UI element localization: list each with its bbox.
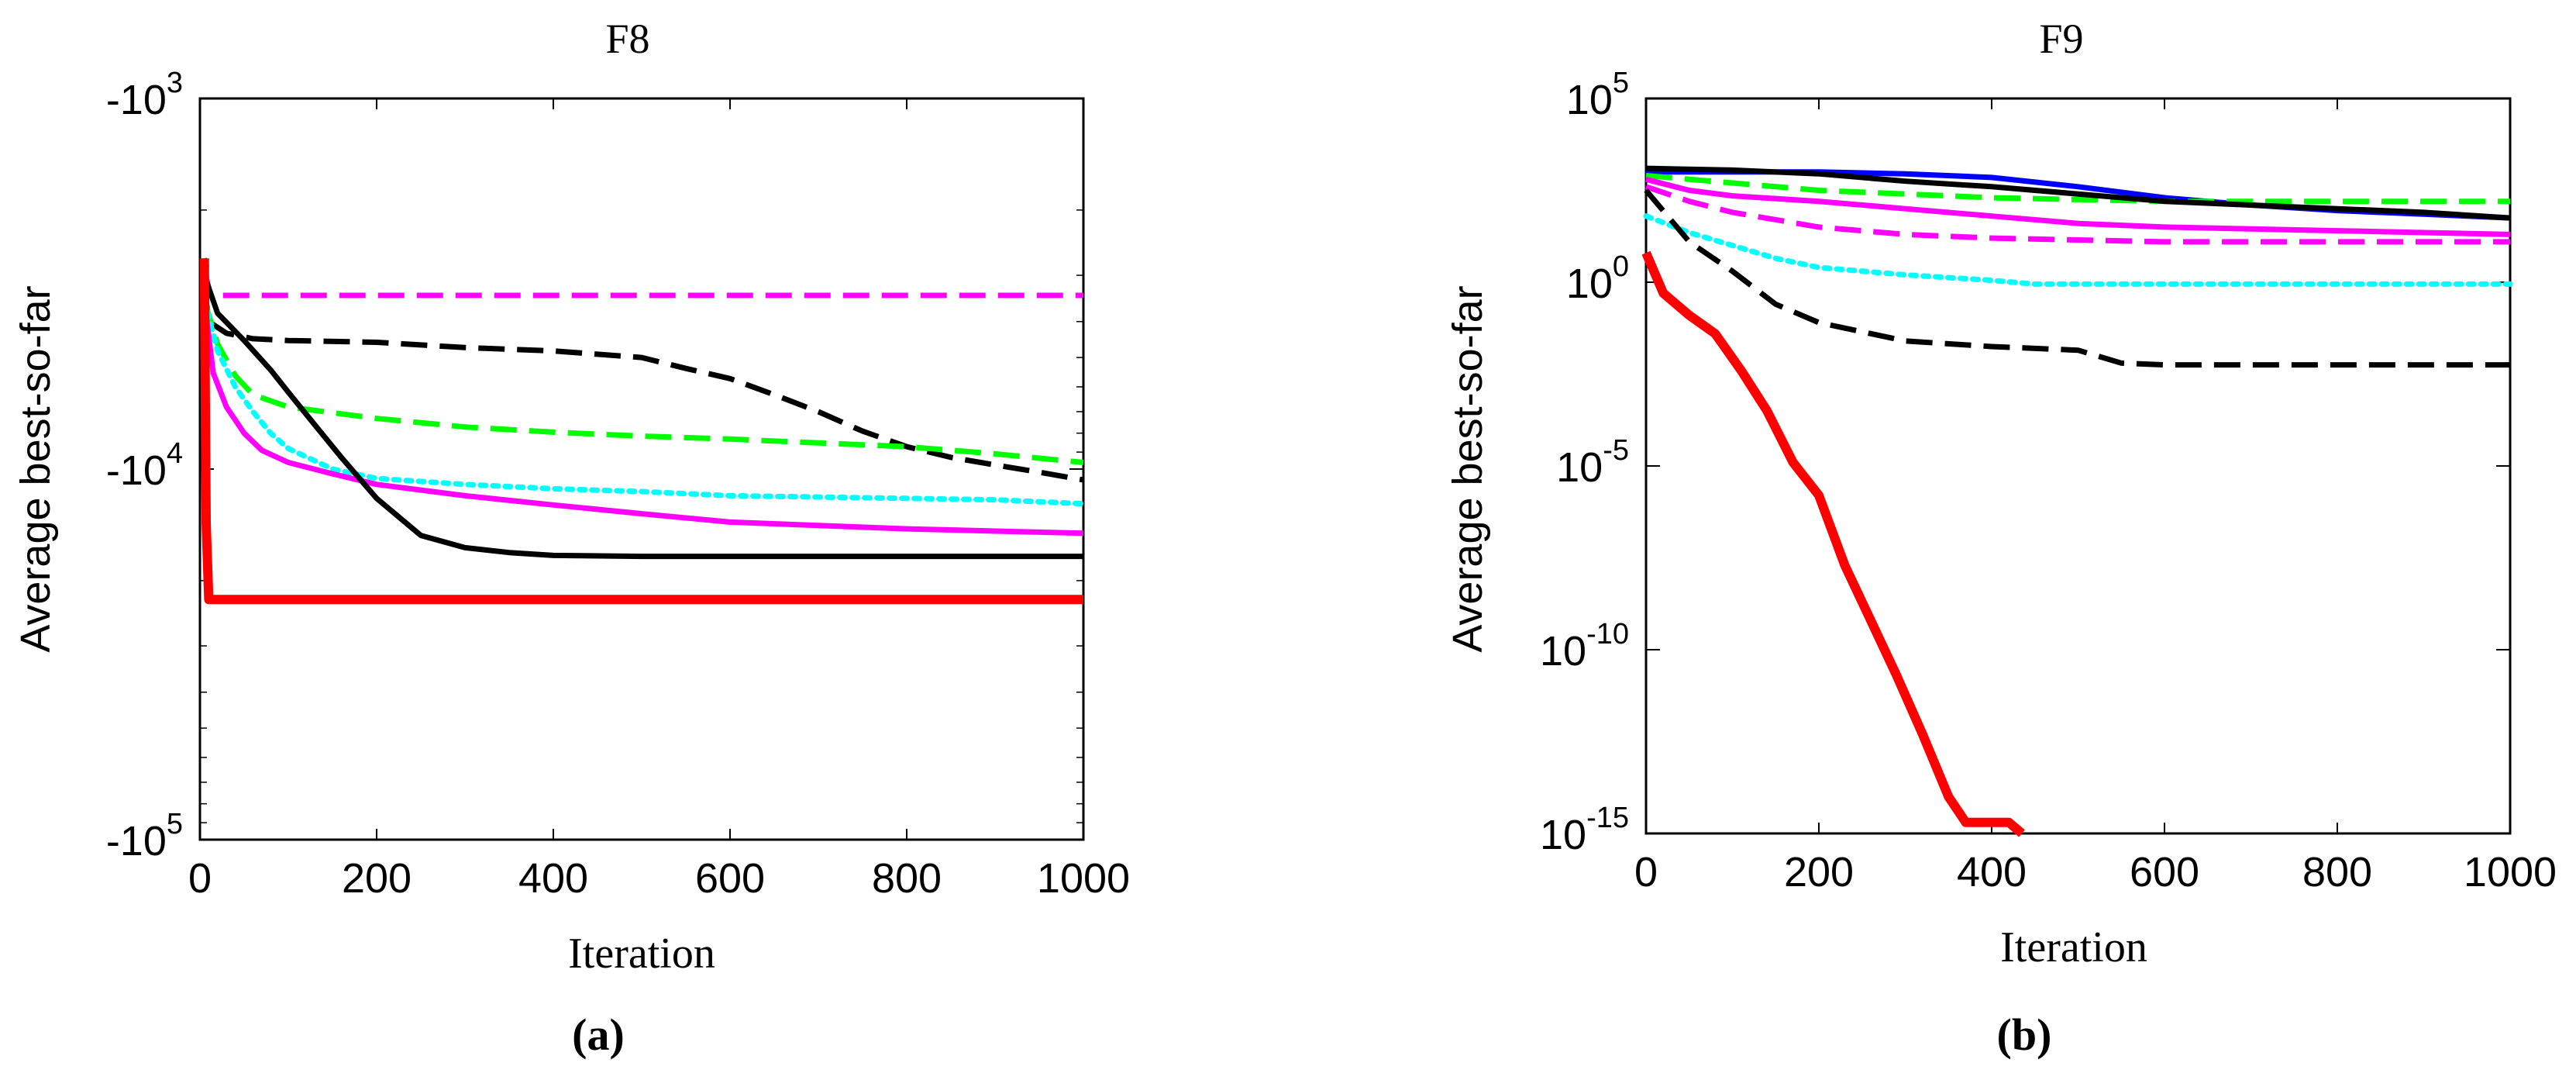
y-tick-label: -103 [106, 67, 183, 123]
y-tick-label-base: 10 [1540, 812, 1586, 858]
y-tick-labels-f8: -103-104-105 [106, 67, 183, 864]
x-tick-label: 200 [342, 855, 412, 902]
x-tick-label: 0 [1634, 849, 1658, 895]
y-tick-label-exponent: 0 [1613, 250, 1629, 283]
x-tick-label: 800 [2302, 849, 2372, 895]
x-tick-label: 600 [695, 855, 765, 902]
x-tick-label: 0 [188, 855, 212, 902]
series-line-red-solid [199, 258, 1083, 605]
chart-title-f8: F8 [605, 16, 649, 62]
y-axis-label-f9: Average best-so-far [1445, 285, 1491, 652]
series-line-magenta-dashed [1644, 184, 2510, 245]
y-tick-label: -105 [106, 808, 183, 864]
x-tick-label: 1000 [2464, 849, 2557, 895]
series-line-green-dashed [1645, 173, 2510, 205]
series-line-black-solid [201, 274, 1083, 560]
y-tick-label: 10-15 [1540, 802, 1629, 858]
y-tick-label-base: -10 [106, 77, 167, 123]
x-tick-label: 600 [2130, 849, 2199, 895]
y-tick-label-base: -10 [106, 447, 167, 494]
y-tick-label-exponent: -15 [1586, 802, 1629, 834]
y-tick-label-base: 10 [1556, 444, 1603, 491]
series-line-green-dashed [201, 299, 1084, 465]
x-tick-labels-f8: 0 200 400 600 800 1000 [188, 855, 1130, 902]
y-tick-label-base: 10 [1540, 628, 1586, 675]
y-tick-label: 10-10 [1540, 618, 1629, 675]
y-tick-label-exponent: -10 [1586, 618, 1629, 650]
y-tick-label: 105 [1566, 67, 1629, 123]
y-tick-label-base: 10 [1566, 261, 1613, 307]
y-tick-label-exponent: 3 [167, 67, 183, 99]
series-line-cyan-dotted [201, 297, 1087, 507]
chart-title-f9: F9 [2039, 16, 2083, 62]
series-group-f8 [199, 257, 1087, 605]
series-line-cyan-dotted [1643, 213, 2513, 287]
x-tick-label: 400 [1957, 849, 2027, 895]
y-tick-label-base: 10 [1566, 77, 1613, 123]
y-tick-label-exponent: -5 [1603, 434, 1629, 467]
y-tick-label-exponent: 4 [167, 437, 183, 470]
y-tick-label: 100 [1566, 250, 1629, 307]
series-line-black-dashed [201, 285, 1084, 483]
y-tick-label-base: -10 [106, 818, 167, 864]
x-tick-label: 1000 [1037, 855, 1130, 902]
chart-panel-f8: 0 200 400 600 800 1000 -103-104-105 F8 Iterat… [12, 16, 1130, 1060]
x-tick-labels-f9: 0 200 400 600 800 1000 [1634, 849, 2557, 895]
x-tick-label: 400 [518, 855, 588, 902]
y-axis-label-f8: Average best-so-far [12, 285, 59, 652]
series-line-magenta-solid [1645, 176, 2511, 237]
x-tick-label: 800 [872, 855, 942, 902]
axis-ticks-f9 [1645, 98, 2511, 834]
panel-label-a: (a) [572, 1009, 625, 1060]
x-axis-label-f9: Iteration [2000, 923, 2147, 971]
series-group-f9 [1641, 165, 2513, 837]
panel-label-b: (b) [1997, 1009, 2052, 1060]
x-tick-label: 200 [1784, 849, 1854, 895]
y-tick-label-exponent: 5 [1613, 67, 1629, 99]
series-line-magenta-solid [201, 299, 1084, 537]
y-tick-label: -104 [106, 437, 183, 494]
series-line-black-solid [1645, 165, 2511, 221]
series-line-red-solid [1641, 250, 2025, 837]
x-axis-label-f8: Iteration [568, 930, 715, 978]
y-tick-label-exponent: 5 [167, 808, 183, 840]
plot-area-f8 [198, 97, 1085, 841]
y-tick-label: 10-5 [1556, 434, 1629, 491]
